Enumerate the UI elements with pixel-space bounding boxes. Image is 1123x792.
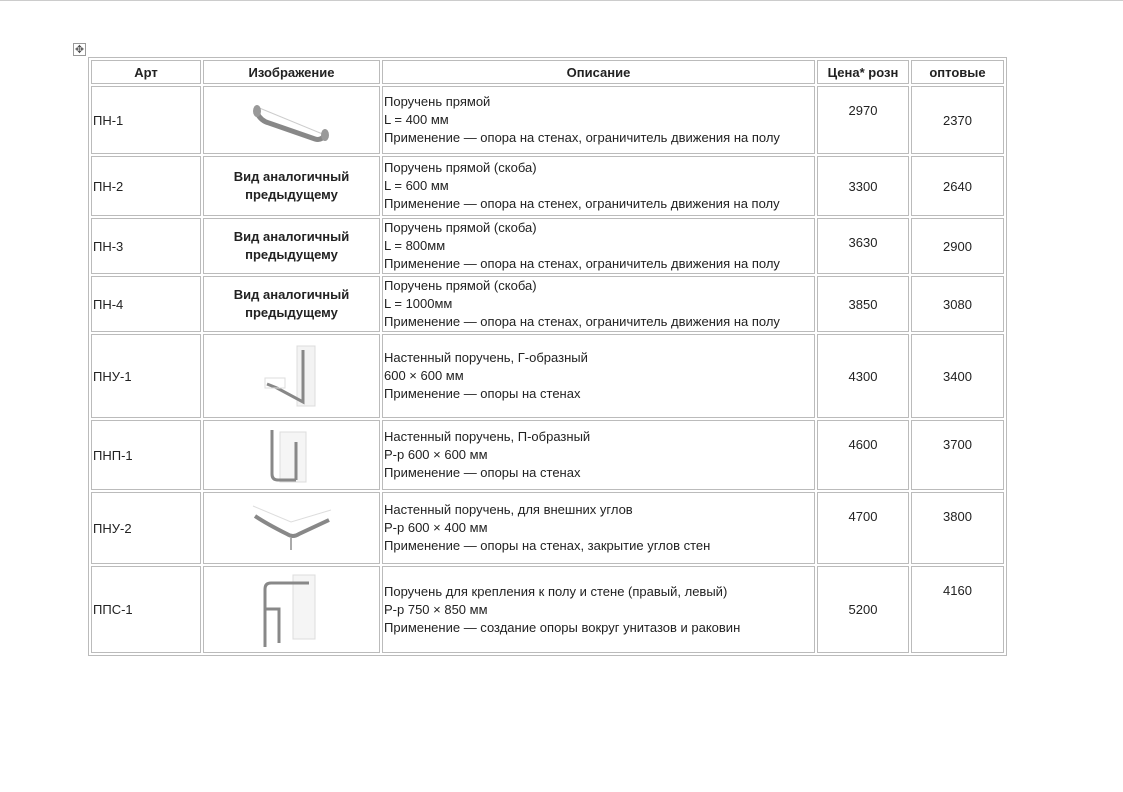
table-row: ПН-3 Вид аналогичный предыдущему Поручень… — [91, 218, 1004, 274]
art-cell: ППС-1 — [91, 566, 201, 653]
description-line: L = 400 мм — [384, 112, 449, 127]
corner-rail-image — [205, 500, 378, 556]
description-line: L = 600 мм — [384, 178, 449, 193]
table-row: ПН-4 Вид аналогичный предыдущему Поручень… — [91, 276, 1004, 332]
wholesale-price-cell: 2370 — [911, 86, 1004, 154]
description-line: Применение — опора на стенех, ограничите… — [384, 196, 780, 211]
description-line: Поручень прямой (скоба) — [384, 220, 537, 235]
description-line: 600 × 600 мм — [384, 368, 464, 383]
image-cell: Вид аналогичный предыдущему — [203, 276, 380, 332]
art-cell: ПНУ-1 — [91, 334, 201, 418]
description-line: Р-р 750 × 850 мм — [384, 601, 488, 617]
image-cell — [203, 566, 380, 653]
wholesale-price-cell: 3800 — [911, 492, 1004, 564]
description-cell: Настенный поручень, для внешних углов Р-р… — [382, 492, 815, 564]
wholesale-price-cell: 2900 — [911, 218, 1004, 274]
image-cell — [203, 420, 380, 490]
wholesale-price-cell: 3400 — [911, 334, 1004, 418]
l-shaped-rail-image — [205, 340, 378, 412]
description-line: Р-р 600 × 400 мм — [384, 520, 488, 535]
header-wholesale-price: оптовые — [911, 60, 1004, 84]
description-cell: Настенный поручень, Г-образный 600 × 600 … — [382, 334, 815, 418]
art-cell: ПНП-1 — [91, 420, 201, 490]
description-line: L = 1000мм — [384, 296, 453, 311]
header-retail-price: Цена* розн — [817, 60, 909, 84]
price-table: Арт Изображение Описание Цена* розн опто… — [88, 57, 1007, 656]
description-cell: Поручень прямой L = 400 мм Применение — оп… — [382, 86, 815, 154]
retail-price-cell: 4700 — [817, 492, 909, 564]
image-cell: Вид аналогичный предыдущему — [203, 156, 380, 216]
description-line: Применение — создание опоры вокруг унита… — [384, 619, 741, 635]
description-line: Р-р 600 × 600 мм — [384, 447, 488, 462]
description-line: Поручень для крепления к полу и стене (п… — [384, 583, 728, 599]
description-cell: Поручень прямой (скоба) L = 600 мм Примене… — [382, 156, 815, 216]
table-row: ПН-1 Поручень прямой L = 400 мм Применение… — [91, 86, 1004, 154]
retail-price-cell: 3850 — [817, 276, 909, 332]
art-cell: ПН-1 — [91, 86, 201, 154]
description-line: Применение — опоры на стенах — [384, 465, 581, 480]
retail-price-cell: 4600 — [817, 420, 909, 490]
description-line: Настенный поручень, П-образный — [384, 429, 591, 444]
description-line: Применение — опора на стенах, ограничите… — [384, 314, 780, 329]
table-row: ПНП-1 Настенный поручень, П-образный Р-р … — [91, 420, 1004, 490]
description-line: Применение — опоры на стенах, закрытие у… — [384, 538, 711, 553]
description-line: Настенный поручень, для внешних углов — [384, 502, 633, 517]
retail-price-cell: 2970 — [817, 86, 909, 154]
image-cell — [203, 334, 380, 418]
retail-price-cell: 5200 — [817, 566, 909, 653]
retail-price-cell: 3300 — [817, 156, 909, 216]
floor-wall-rail-image — [205, 569, 378, 651]
art-cell: ПНУ-2 — [91, 492, 201, 564]
wholesale-price-cell: 4160 — [911, 566, 1004, 653]
u-shaped-rail-image — [205, 422, 378, 488]
description-cell: Поручень прямой (скоба) L = 800мм Применен… — [382, 218, 815, 274]
header-image: Изображение — [203, 60, 380, 84]
description-line: L = 800мм — [384, 238, 446, 253]
header-art: Арт — [91, 60, 201, 84]
image-cell — [203, 86, 380, 154]
wholesale-price-cell: 3700 — [911, 420, 1004, 490]
table-row: ПНУ-2 Настенный поручень, для внешних уг… — [91, 492, 1004, 564]
description-line: Применение — опора на стенах, ограничите… — [384, 256, 780, 271]
description-line: Применение — опоры на стенах — [384, 386, 581, 401]
description-line: Поручень прямой (скоба) — [384, 278, 537, 293]
art-cell: ПН-3 — [91, 218, 201, 274]
image-cell — [203, 492, 380, 564]
image-cell: Вид аналогичный предыдущему — [203, 218, 380, 274]
wholesale-price-cell: 3080 — [911, 276, 1004, 332]
description-line: Применение — опора на стенах, ограничите… — [384, 130, 780, 145]
table-move-handle-icon[interactable]: ✥ — [73, 43, 86, 56]
table-row: ПНУ-1 Настенный поручень, Г-образный 600 … — [91, 334, 1004, 418]
retail-price-cell: 3630 — [817, 218, 909, 274]
header-row: Арт Изображение Описание Цена* розн опто… — [91, 60, 1004, 84]
retail-price-cell: 4300 — [817, 334, 909, 418]
description-cell: Настенный поручень, П-образный Р-р 600 × … — [382, 420, 815, 490]
table-row: ПН-2 Вид аналогичный предыдущему Поручень… — [91, 156, 1004, 216]
page-edge — [0, 0, 1123, 1]
table-row: ППС-1 Поручень для крепления к полу и ст… — [91, 566, 1004, 653]
description-line: Поручень прямой — [384, 94, 491, 109]
description-cell: Поручень прямой (скоба) L = 1000мм Примене… — [382, 276, 815, 332]
description-cell: Поручень для крепления к полу и стене (п… — [382, 566, 815, 653]
art-cell: ПН-4 — [91, 276, 201, 332]
straight-rail-image — [205, 95, 378, 145]
header-description: Описание — [382, 60, 815, 84]
wholesale-price-cell: 2640 — [911, 156, 1004, 216]
description-line: Поручень прямой (скоба) — [384, 160, 537, 175]
art-cell: ПН-2 — [91, 156, 201, 216]
description-line: Настенный поручень, Г-образный — [384, 350, 588, 365]
